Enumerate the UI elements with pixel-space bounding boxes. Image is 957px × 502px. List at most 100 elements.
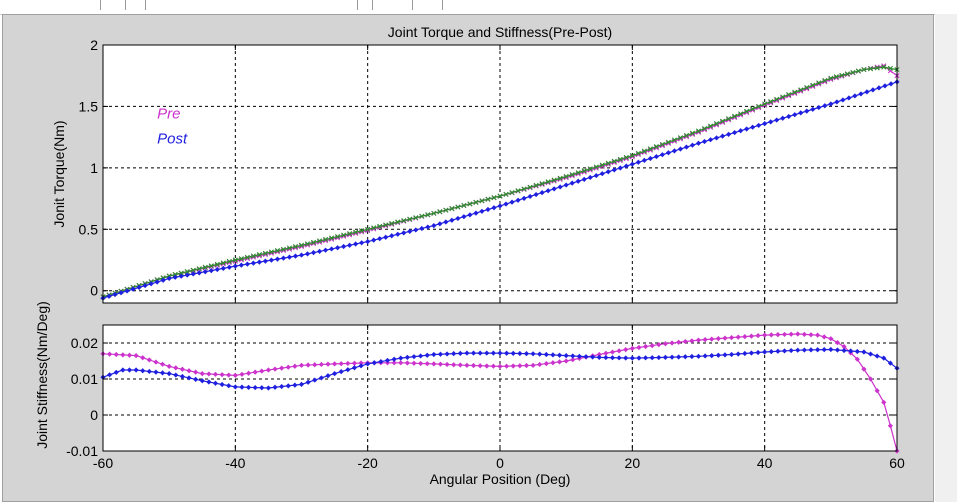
- data-point: [854, 356, 860, 362]
- data-point: [722, 352, 728, 358]
- data-point: [756, 103, 762, 110]
- data-point: [702, 353, 708, 359]
- data-point: [179, 373, 185, 380]
- data-point: [490, 363, 496, 369]
- data-point: [126, 352, 133, 358]
- data-point: [220, 265, 226, 271]
- data-point: [629, 345, 635, 351]
- data-point: [677, 146, 684, 152]
- data-point: [725, 131, 732, 137]
- data-point: [461, 202, 467, 209]
- data-point: [715, 352, 721, 358]
- data-point: [642, 355, 649, 361]
- data-point: [345, 360, 351, 367]
- data-point: [874, 388, 880, 394]
- data-point: [208, 263, 214, 269]
- data-point: [411, 354, 417, 360]
- y-tick-label: 0.01: [71, 371, 98, 387]
- data-point: [636, 344, 642, 351]
- data-point: [457, 362, 463, 368]
- data-point: [166, 275, 172, 282]
- data-point: [252, 369, 258, 375]
- data-point: [383, 234, 389, 240]
- data-point: [470, 350, 477, 356]
- data-point: [398, 360, 404, 366]
- data-point: [557, 175, 563, 181]
- data-point: [642, 343, 649, 350]
- toolbar-separator: [100, 0, 101, 10]
- data-point: [792, 89, 798, 95]
- data-point: [599, 162, 605, 168]
- data-point: [212, 371, 219, 377]
- data-point: [457, 350, 463, 356]
- data-point: [676, 339, 682, 345]
- data-point: [358, 360, 364, 366]
- data-point: [768, 119, 774, 125]
- data-point: [407, 228, 413, 235]
- data-point: [424, 352, 430, 358]
- data-point: [550, 352, 556, 358]
- data-point: [159, 370, 166, 376]
- data-point: [669, 340, 675, 346]
- data-point: [887, 65, 893, 71]
- data-point: [762, 101, 768, 107]
- data-point: [641, 157, 647, 163]
- data-point: [391, 356, 397, 362]
- x-axis-label: Angular Position (Deg): [430, 471, 571, 487]
- data-point: [232, 384, 238, 390]
- data-point: [780, 94, 786, 100]
- data-point: [828, 75, 834, 81]
- data-point: [256, 259, 262, 265]
- data-point: [593, 172, 599, 179]
- data-point: [762, 332, 768, 338]
- data-point: [888, 81, 894, 87]
- data-point: [172, 274, 178, 280]
- data-point: [590, 354, 596, 360]
- data-point: [491, 205, 497, 211]
- data-point: [425, 212, 431, 218]
- data-point: [804, 108, 810, 114]
- data-point: [335, 233, 341, 240]
- data-point: [671, 137, 678, 143]
- data-point: [649, 355, 655, 361]
- x-tick-label: 20: [625, 455, 641, 471]
- data-point: [226, 258, 232, 265]
- data-point: [756, 122, 762, 129]
- data-point: [341, 243, 347, 250]
- data-point: [808, 347, 814, 353]
- data-point: [126, 367, 133, 373]
- data-point: [286, 245, 293, 251]
- data-point: [738, 111, 744, 117]
- data-point: [184, 269, 190, 275]
- data-point: [821, 347, 827, 353]
- data-point: [148, 281, 154, 287]
- data-point: [570, 357, 576, 363]
- data-point: [656, 342, 662, 348]
- data-point: [834, 347, 841, 353]
- data-point: [186, 375, 192, 381]
- data-point: [473, 199, 479, 205]
- data-point: [527, 184, 533, 190]
- data-point: [659, 141, 665, 147]
- data-point: [140, 355, 146, 361]
- data-point: [328, 246, 335, 252]
- legend-label-pre: Pre: [157, 106, 180, 123]
- data-point: [786, 113, 792, 120]
- data-point: [616, 348, 622, 354]
- data-point: [449, 206, 455, 212]
- data-point: [545, 179, 551, 185]
- data-point: [775, 348, 781, 354]
- data-point: [774, 96, 780, 102]
- data-point: [846, 95, 852, 101]
- data-point: [611, 158, 617, 164]
- data-point: [464, 350, 470, 356]
- data-point: [695, 353, 702, 359]
- data-point: [298, 252, 305, 258]
- data-point: [252, 384, 258, 391]
- data-point: [239, 371, 245, 377]
- toolbar-separator: [357, 0, 358, 10]
- data-point: [371, 360, 377, 366]
- data-point: [792, 112, 798, 118]
- data-point: [762, 121, 768, 127]
- y-tick-label: -0.01: [66, 443, 98, 459]
